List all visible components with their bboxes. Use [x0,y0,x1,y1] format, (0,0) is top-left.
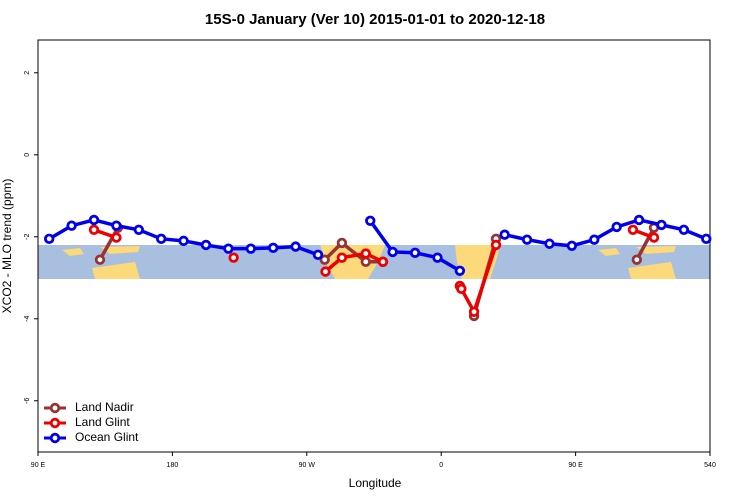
data-point [200,239,212,251]
series-line [324,251,384,273]
legend-marker [49,417,61,429]
land-asia-left [62,246,140,279]
legend-marker [49,432,61,444]
data-point [245,243,256,254]
data-point [290,241,301,252]
data-point [155,233,167,245]
data-point [365,215,376,226]
x-tick-label: 0 [439,462,443,469]
data-point [228,252,239,263]
series-line [323,240,383,264]
x-tick-label: 90 E [568,462,583,469]
data-point [409,247,421,258]
data-point [454,265,466,277]
data-point [133,224,144,236]
series-line [635,226,656,261]
x-tick-label: 90 W [299,462,316,469]
y-tick-label: -6 [24,398,31,404]
data-point [178,235,189,247]
y-axis-label: XCO2 - MLO trend (ppm) [0,179,14,314]
data-point [499,229,510,240]
data-point [336,237,348,249]
data-point [88,224,100,236]
data-point [678,224,690,236]
data-point [648,232,660,243]
series-line [504,218,707,248]
legend-label: Land Glint [75,415,130,429]
data-point [44,233,55,245]
data-point [377,256,389,267]
y-tick-label: 2 [24,71,31,75]
chart-title: 15S-0 January (Ver 10) 2015-01-01 to 202… [205,11,545,28]
data-point [319,254,330,265]
data-point [66,220,77,231]
data-point [566,240,578,251]
legend-label: Land Nadir [75,400,134,414]
data-point [88,214,100,226]
data-point [468,306,480,317]
land-asia-right [598,246,676,279]
data-point [456,283,467,295]
plot-frame [37,39,711,453]
data-point [432,252,443,263]
map-band [38,245,710,279]
data-point [589,234,600,245]
x-axis-label: Longitude [349,476,402,490]
x-tick-label: 180 [167,462,179,469]
data-point [320,266,331,277]
data-point [111,220,122,231]
data-point [94,254,106,265]
data-point [490,239,502,251]
data-point [544,238,555,249]
data-point [312,249,324,261]
data-point [611,221,622,233]
data-point [223,243,234,254]
y-tick-label: -2 [24,234,31,240]
data-point [387,246,398,258]
data-point [521,234,533,245]
data-point [268,242,279,254]
x-tick-label: 540 [704,462,716,469]
data-point [631,254,643,265]
data-point [336,252,348,263]
x-tick-label: 90 E [31,462,46,469]
data-point [701,233,712,245]
data-point [111,232,122,243]
data-point [627,224,639,236]
data-point [360,256,371,267]
data-point [656,219,667,231]
legend-label: Ocean Glint [75,430,139,444]
y-tick-label: 0 [24,153,31,157]
y-tick-label: -4 [24,316,31,322]
data-point [633,214,645,226]
legend-marker [49,402,61,414]
data-point [360,248,371,259]
